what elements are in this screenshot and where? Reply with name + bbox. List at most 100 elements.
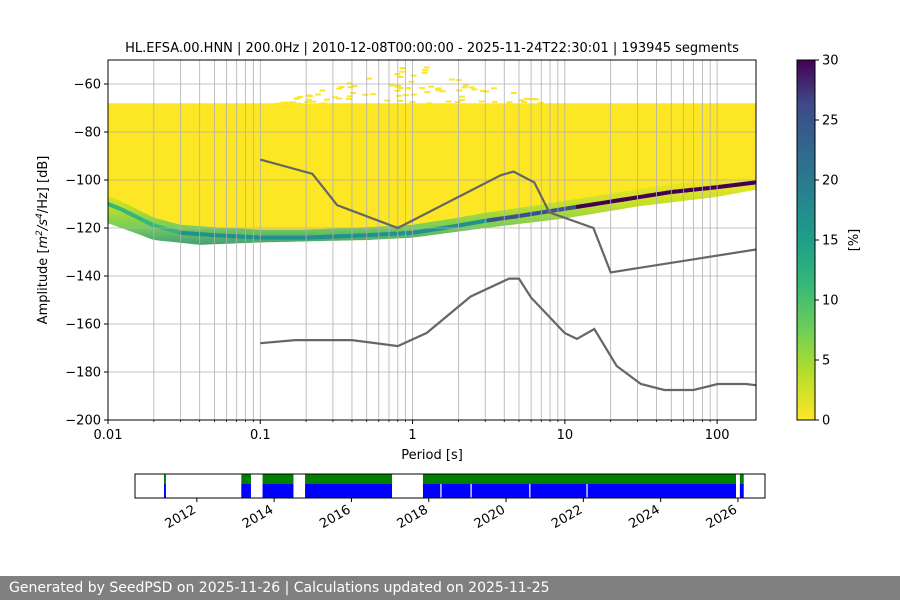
x-tick-label: 0.1 [250, 428, 271, 443]
availability-top-interval [262, 474, 294, 484]
chart-title: HL.EFSA.00.HNN | 200.0Hz | 2010-12-08T00… [125, 41, 739, 56]
psd-sparse-cell [319, 89, 326, 92]
psd-sparse-cell [537, 102, 544, 105]
y-tick-label: −180 [65, 366, 101, 381]
psd-sparse-cell [521, 100, 528, 103]
colorbar-label: [%] [847, 229, 862, 252]
colorbar-ticks: 0 5 10 15 20 25 30 [815, 54, 839, 429]
colorbar-tick-label: 20 [822, 174, 839, 189]
psd-sparse-cell [468, 86, 475, 89]
psd-sparse-cell [426, 102, 433, 105]
psd-sparse-cell [362, 93, 369, 96]
psd-sparse-cell [274, 102, 281, 105]
psd-sparse-cell [456, 89, 463, 92]
availability-bottom-interval [739, 484, 744, 498]
y-tick-label: −100 [65, 174, 101, 189]
psd-sparse-cell [524, 98, 531, 101]
psd-sparse-cell [403, 94, 410, 97]
psd-sparse-cell [462, 84, 469, 87]
y-tick-label: −200 [65, 414, 101, 429]
colorbar-tick-label: 25 [822, 114, 839, 129]
colorbar [796, 59, 816, 421]
year-tick-label: 2012 [163, 502, 199, 532]
psd-sparse-cell [483, 90, 490, 93]
psd-sparse-cell [351, 85, 358, 88]
psd-sparse-cell [332, 96, 339, 99]
availability-top-interval [163, 474, 166, 484]
psd-sparse-cell [347, 86, 354, 89]
colorbar-tick-label: 30 [822, 54, 839, 69]
psd-sparse-cell [346, 82, 353, 85]
psd-sparse-cell [310, 100, 317, 103]
psd-sparse-cell [408, 80, 415, 83]
availability-gap [440, 484, 442, 498]
psd-sparse-cell [397, 99, 404, 102]
psd-sparse-cell [491, 87, 498, 90]
psd-sparse-cell [533, 98, 540, 101]
psd-sparse-cell [305, 98, 312, 101]
psd-sparse-cell [305, 94, 312, 97]
psd-sparse-cell [436, 89, 443, 92]
psd-sparse-cell [336, 97, 343, 100]
psd-sparse-cell [479, 90, 486, 93]
psd-sparse-cell [458, 95, 465, 98]
psd-sparse-cell [435, 87, 442, 90]
psd-mode-segment [749, 180, 756, 185]
psd-sparse-cell [424, 90, 431, 93]
x-tick-label: 0.01 [94, 428, 123, 443]
y-tick-label: −160 [65, 318, 101, 333]
nlnm-curve [260, 277, 756, 392]
psd-sparse-cell [394, 73, 401, 76]
psd-sparse-cell [423, 66, 430, 69]
colorbar-tick-label: 15 [822, 234, 839, 249]
availability-top-interval [241, 474, 251, 484]
psd-sparse-cell [324, 98, 331, 101]
psd-sparse-cell [397, 75, 404, 78]
availability-gap [586, 484, 588, 498]
y-axis: −200 −180 −160 −140 −120 −100 −80 −60 [65, 78, 108, 429]
psd-sparse-cell [399, 70, 406, 73]
year-tick-label: 2026 [704, 502, 740, 532]
psd-sparse-cell [318, 103, 325, 106]
heatmap-layer [108, 66, 756, 245]
footer-text: Generated by SeedPSD on 2025-11-26 | Cal… [9, 580, 550, 596]
x-tick-label: 100 [705, 428, 730, 443]
psd-sparse-cell [422, 69, 429, 72]
year-tick-label: 2024 [626, 502, 662, 532]
availability-top-interval [305, 474, 393, 484]
psd-sparse-cell [366, 77, 373, 80]
availability-bottom-interval [422, 484, 737, 498]
psd-sparse-cell [454, 101, 461, 104]
psd-sparse-cell [518, 99, 525, 102]
psd-sparse-cell [280, 101, 287, 104]
psd-sparse-cell [293, 97, 300, 100]
psd-sparse-cell [427, 85, 434, 88]
psd-sparse-cell [394, 85, 401, 88]
psd-sparse-cell [397, 87, 404, 90]
x-axis: 0.01 0.1 1 10 100 [94, 420, 730, 443]
psd-sparse-cell [478, 100, 485, 103]
psd-sparse-cell [338, 85, 345, 88]
availability-bottom-interval [163, 484, 166, 498]
psd-sparse-cell [471, 88, 478, 91]
psd-sparse-cell [399, 67, 406, 70]
psd-sparse-cell [491, 100, 498, 103]
psd-sparse-cell [419, 86, 426, 89]
psd-sparse-cell [529, 98, 536, 101]
availability-top-interval [422, 474, 737, 484]
footer-bar: Generated by SeedPSD on 2025-11-26 | Cal… [0, 576, 900, 600]
availability-frame [134, 473, 766, 499]
psd-sparse-cell [370, 93, 377, 96]
psd-sparse-cell [396, 94, 403, 97]
psd-sparse-cell [506, 101, 513, 104]
noise-models [260, 158, 756, 392]
psd-sparse-cell [421, 71, 428, 74]
availability-bottom-interval [305, 484, 393, 498]
psd-sparse-cell [410, 74, 417, 77]
colorbar-tick-label: 5 [822, 354, 830, 369]
psd-sparse-cell [349, 92, 356, 95]
year-tick-label: 2020 [472, 502, 508, 532]
x-tick-label: 10 [557, 428, 574, 443]
psd-sparse-cell [510, 92, 517, 95]
